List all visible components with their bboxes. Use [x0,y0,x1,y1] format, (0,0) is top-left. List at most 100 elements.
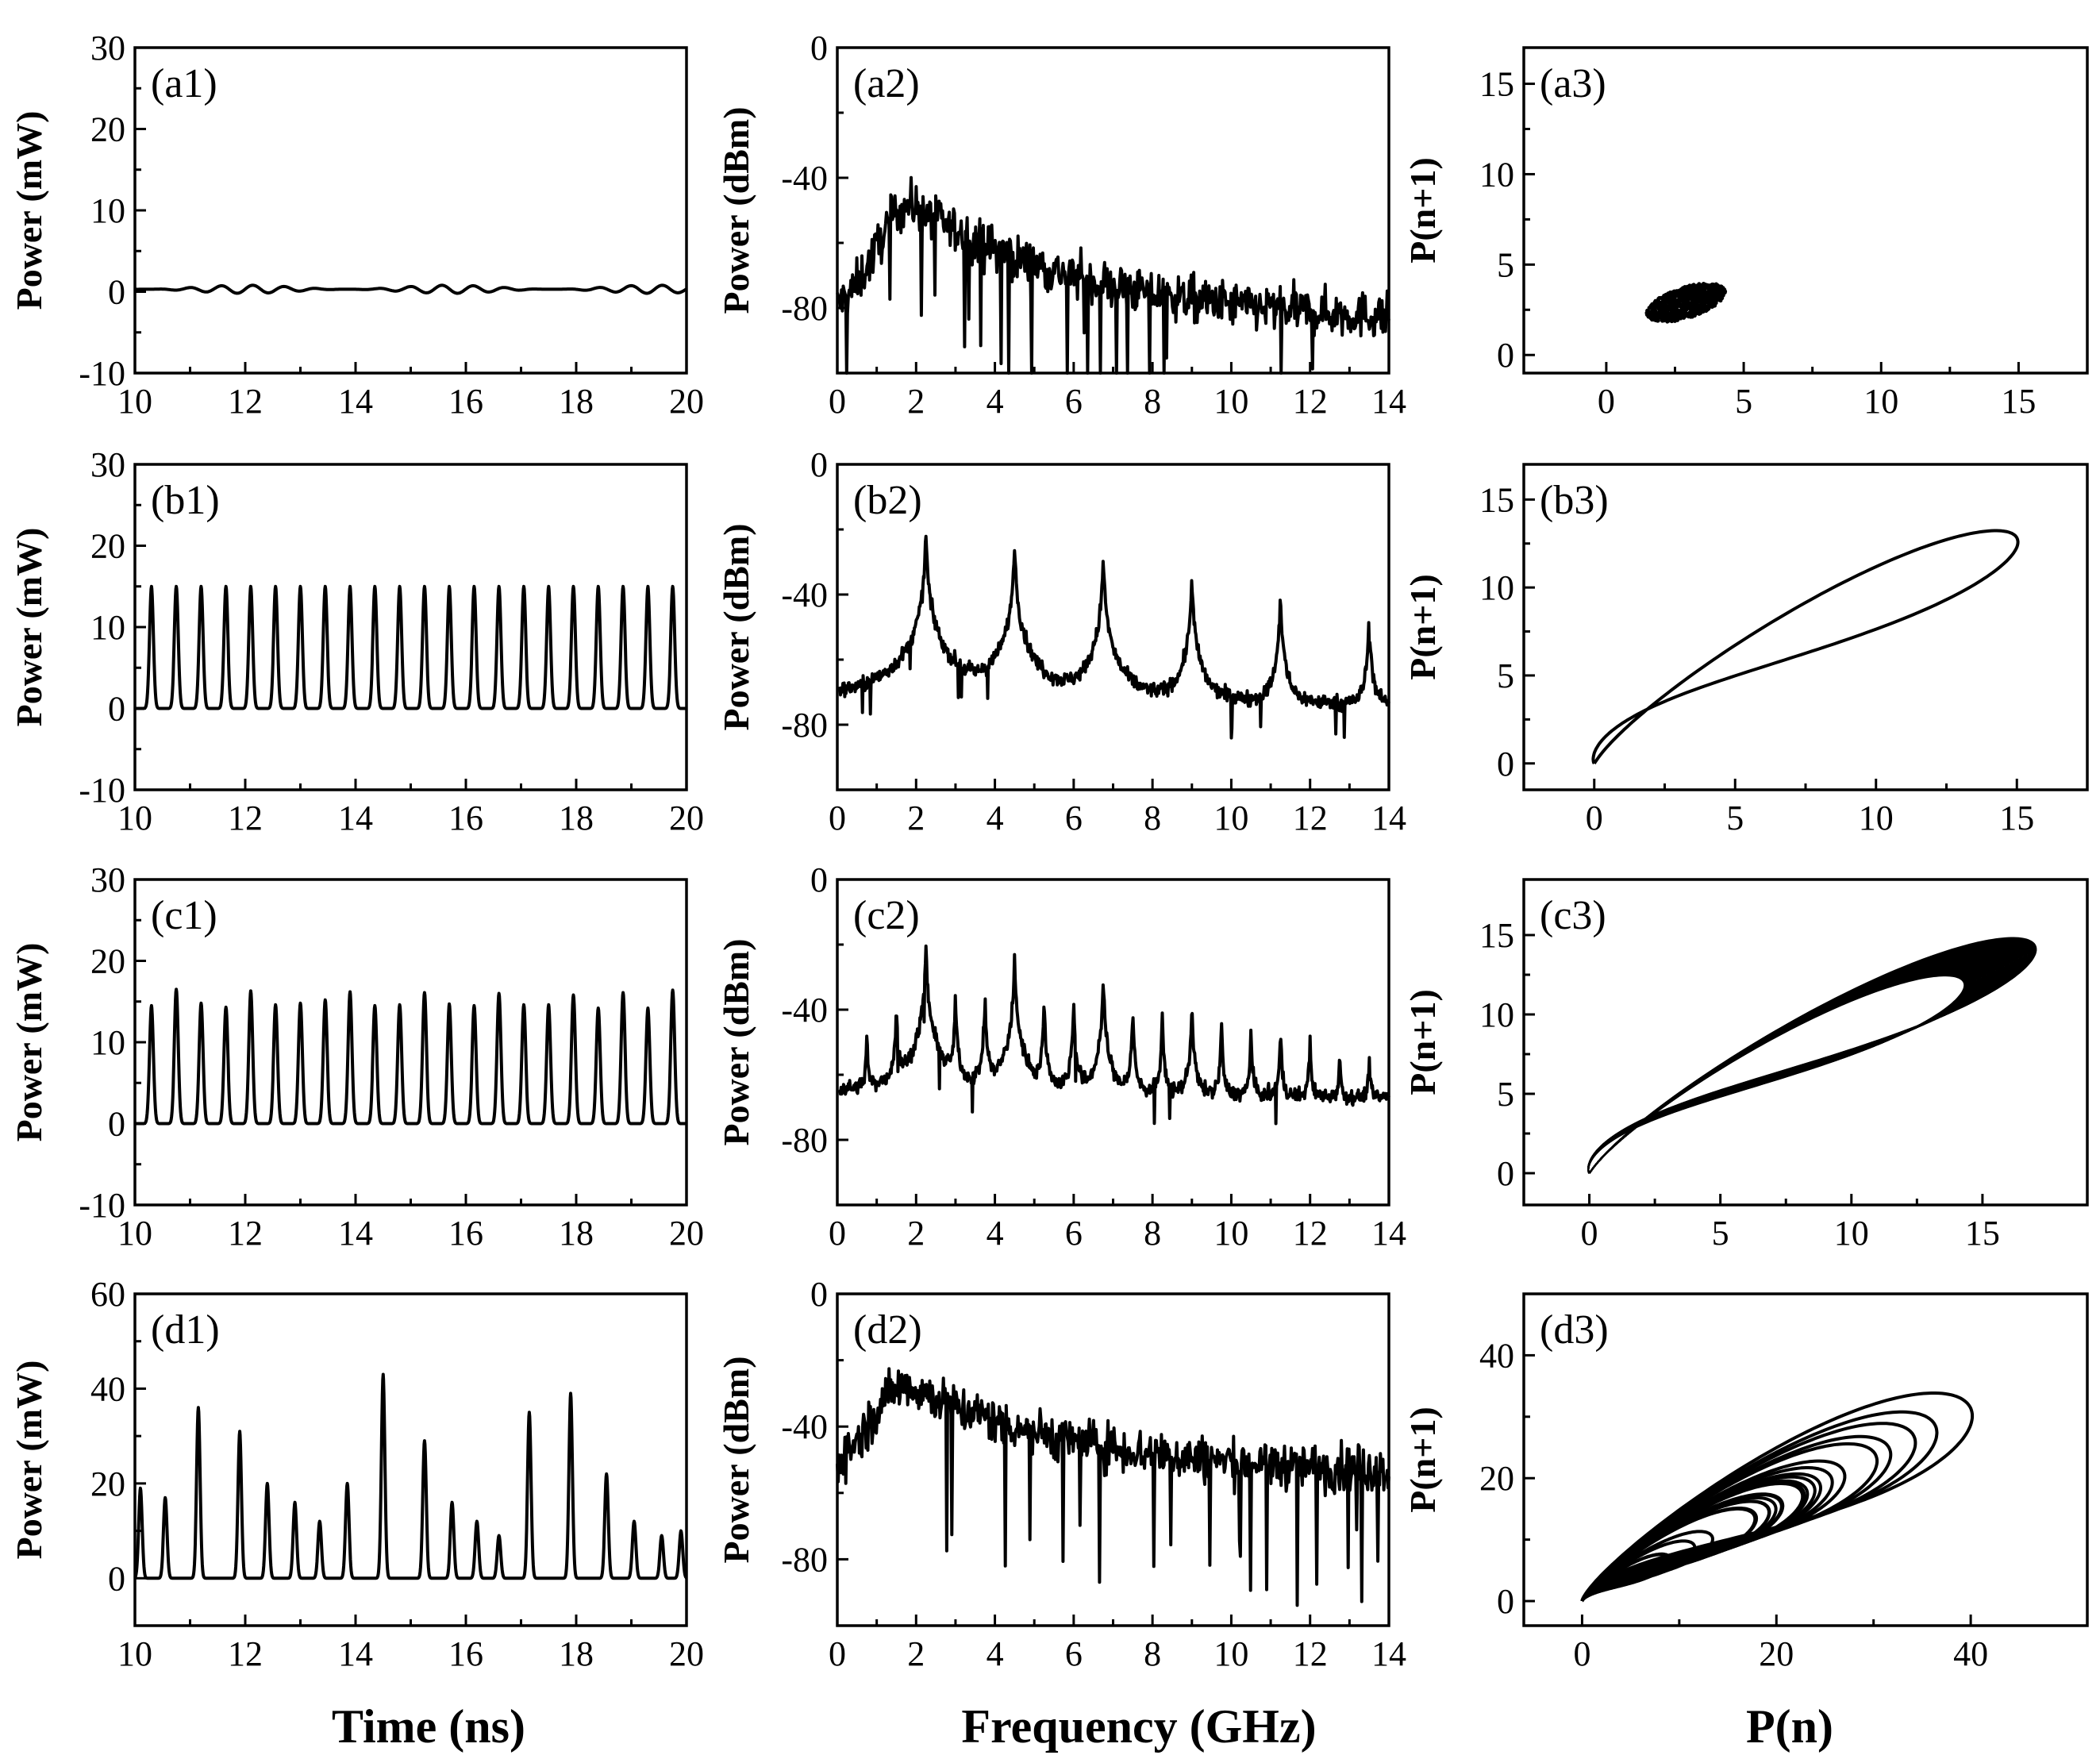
x-tick-label: 0 [829,1634,846,1673]
return-map-point [1670,294,1675,298]
y-tick-label: -40 [781,159,828,198]
y-tick-label: 20 [90,1465,125,1503]
panel-label: (c2) [853,893,920,938]
return-map-point [1688,307,1693,312]
return-map-point [1669,310,1674,315]
x-tick-label: 10 [1213,382,1248,421]
x-tick-label: 14 [338,1634,373,1673]
y-tick-label: -10 [79,771,125,810]
y-axis-label: Power (dBm) [716,106,756,314]
spectrum-trace [836,175,1390,375]
x-tick-label: 16 [448,1214,483,1253]
x-tick-label: 14 [338,382,373,421]
return-map-point [1677,288,1682,293]
y-tick-label: 30 [90,29,125,67]
y-tick-label: -80 [781,289,828,328]
x-tick-label: 12 [228,799,263,837]
return-map-point [1703,300,1708,305]
return-map-point [1648,304,1653,309]
panel-label: (b1) [151,478,220,523]
y-tick-label: 20 [90,110,125,149]
y-axis-label: Power (mW) [9,1361,49,1560]
y-tick-label: 20 [1479,1459,1514,1498]
y-tick-label: 10 [90,1023,125,1062]
return-map-point [1689,302,1694,307]
x-tick-label: 4 [987,1634,1004,1673]
y-tick-label: 30 [90,445,125,484]
return-map-point [1692,313,1697,318]
return-map-orbit [1580,1466,1834,1603]
y-tick-label: 0 [810,445,828,484]
spectrum-trace [836,1367,1390,1607]
return-map-point [1674,307,1679,312]
x-tick-label: 0 [1581,1214,1598,1253]
return-map-point [1713,294,1718,298]
spectrum-trace [837,534,1390,740]
return-map-point [1680,305,1685,310]
x-tick-label: 10 [117,1214,152,1253]
x-tick-label: 8 [1144,1634,1161,1673]
y-tick-label: 20 [90,527,125,566]
x-tick-label: 6 [1065,1214,1083,1253]
x-tick-label: 0 [1586,799,1603,837]
return-map-point [1664,314,1669,318]
y-axis-label: Power (mW) [9,943,49,1142]
y-tick-label: 15 [1479,480,1514,519]
return-map-point [1706,289,1711,294]
return-map-point [1698,294,1703,300]
x-tick-label: 14 [338,1214,373,1253]
power-trace [134,283,687,295]
x-tick-label: 4 [987,799,1004,837]
y-tick-label: 5 [1497,1075,1514,1114]
return-map-point [1678,315,1683,320]
panel-b3: 0 5 10 15 0 5 10 15 P(n+1) (b3) [1402,463,2089,837]
y-tick-label: -40 [781,575,828,614]
return-map-point [1651,308,1656,313]
return-map-point [1648,316,1653,321]
x-tick-label: 0 [1598,382,1615,421]
x-tick-label: 0 [829,382,846,421]
x-tick-label: 20 [669,799,704,837]
x-tick-label: 12 [228,1214,263,1253]
return-map-point [1654,302,1659,306]
panel-a3: 0 5 10 15 0 5 10 15 P(n+1) (a3) [1402,46,2089,421]
return-map-point [1705,283,1710,287]
y-tick-label: 10 [1479,155,1514,194]
y-tick-label: 0 [1497,745,1514,783]
return-map-point [1687,296,1691,301]
x-tick-label: 10 [1834,1214,1869,1253]
x-tick-label: 0 [1573,1634,1590,1673]
panel-label: (d1) [151,1307,220,1353]
return-map-point [1684,307,1689,312]
y-axis-label: Power (dBm) [716,938,756,1145]
x-tick-label: 12 [1293,799,1328,837]
return-map-point [1698,302,1704,307]
x-tick-label: 8 [1144,1214,1161,1253]
x-tick-label: 6 [1065,382,1083,421]
y-axis-label: Power (dBm) [716,1356,756,1563]
return-map-point [1667,317,1672,322]
return-map-point [1695,299,1700,304]
panel-label: (b3) [1540,478,1609,523]
return-map-point [1694,302,1699,307]
y-tick-label: -80 [781,706,828,745]
x-tick-label: 2 [907,799,925,837]
panel-label: (a3) [1540,61,1606,106]
panel-c2: 0 2 4 6 8 10 12 14 -80 -40 0 Power (dBm) (c2) [716,860,1406,1253]
spectrum-trace [837,944,1390,1126]
x-tick-label: 20 [669,1214,704,1253]
x-tick-label: 14 [1371,1634,1406,1673]
panel-c1: 10 12 14 16 18 20 -10 0 10 20 30 Power (mW) (c1) [9,860,704,1253]
x-tick-label: 4 [987,382,1004,421]
y-tick-label: -40 [781,1407,828,1446]
return-map-point [1713,287,1718,292]
x-tick-label: 16 [448,799,483,837]
return-map-loop [1587,974,1966,1174]
x-tick-label: 14 [1371,382,1406,421]
return-map-point [1659,312,1663,317]
y-tick-label: 40 [90,1369,125,1408]
x-tick-label: 15 [1965,1214,2000,1253]
panel-d3: 0 20 40 0 20 40 P(n+1) (d3) [1402,1292,2089,1673]
x-tick-label: 16 [448,1634,483,1673]
y-tick-label: 0 [810,1275,828,1314]
